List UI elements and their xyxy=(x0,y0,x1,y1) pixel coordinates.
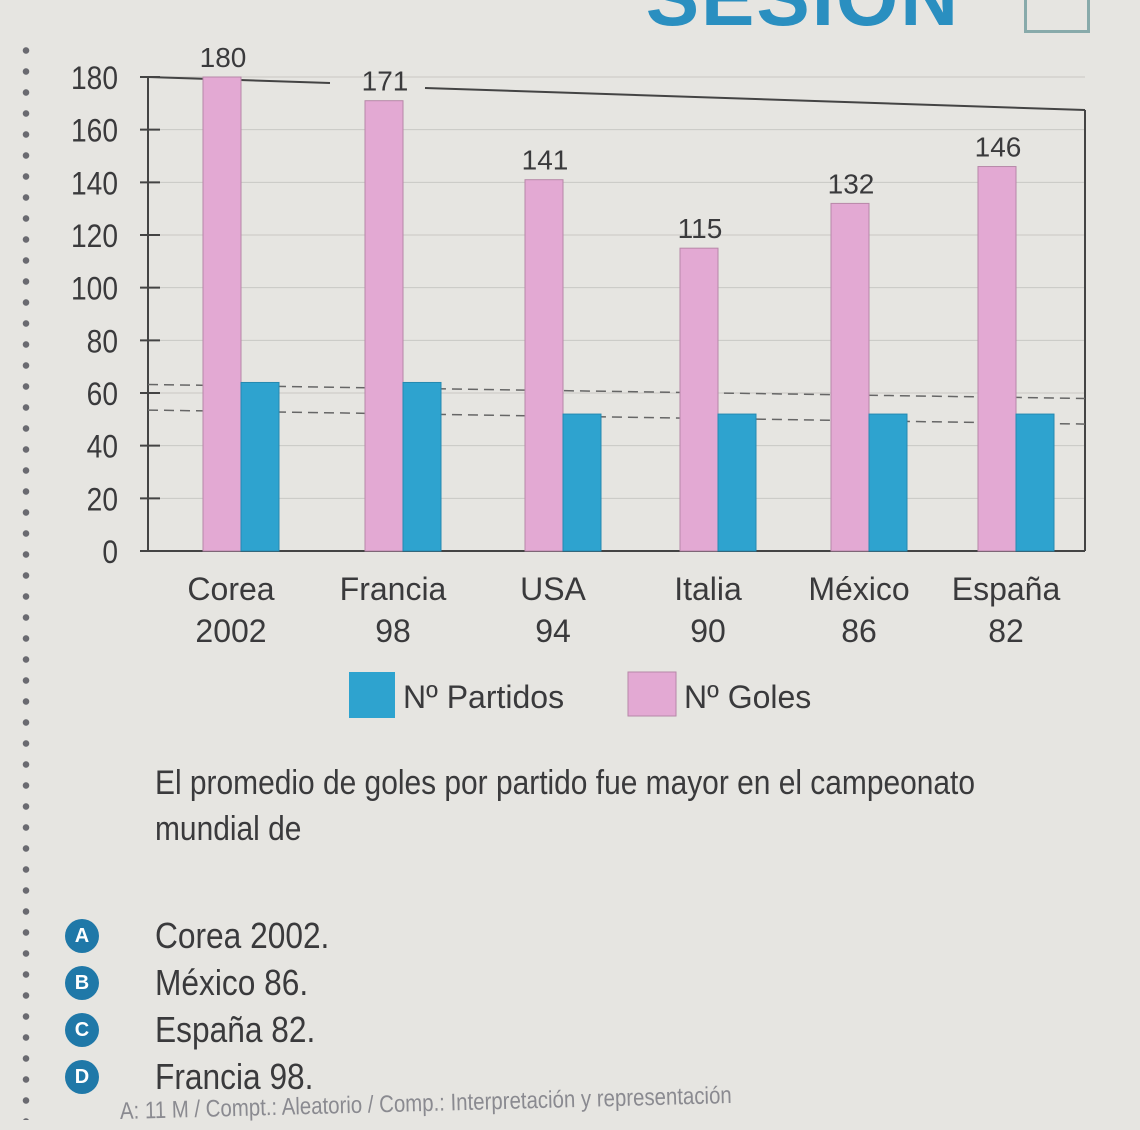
option-text: Francia 98. xyxy=(155,1056,314,1097)
x-tick-label: Francia xyxy=(340,571,447,607)
option-b[interactable]: B México 86. xyxy=(65,962,329,1004)
margin-dots xyxy=(22,40,30,1120)
frame-top xyxy=(424,87,1086,111)
option-letter: D xyxy=(65,1060,99,1094)
legend-swatch-partidos xyxy=(349,672,395,718)
bar-partidos xyxy=(717,413,757,552)
question-text: El promedio de goles por partido fue may… xyxy=(155,764,975,848)
y-tick-label: 160 xyxy=(71,114,118,149)
option-a[interactable]: A Corea 2002. xyxy=(65,915,353,957)
data-label: 115 xyxy=(678,213,723,244)
bar-partidos xyxy=(402,381,442,552)
bar-goles xyxy=(524,179,564,552)
legend-swatch-goles xyxy=(627,671,677,717)
option-c[interactable]: C España 82. xyxy=(65,1009,337,1051)
legend-label-partidos: Nº Partidos xyxy=(403,679,564,715)
x-tick-label: 98 xyxy=(375,613,411,649)
data-label: 141 xyxy=(522,145,569,176)
y-tick-label: 80 xyxy=(87,325,118,360)
y-tick-label: 40 xyxy=(87,430,118,465)
x-tick-label: 2002 xyxy=(195,613,266,649)
session-header: SESIÓN xyxy=(646,0,960,44)
bar-partidos xyxy=(562,413,602,552)
bar-partidos xyxy=(240,381,280,552)
bar-chart: 0 20 40 60 80 100 120 140 160 180 180 Corea 2002 171 F… xyxy=(71,42,1086,718)
option-d[interactable]: D Francia 98. xyxy=(65,1056,335,1098)
session-number-box xyxy=(1024,0,1090,33)
bar-goles xyxy=(202,76,242,552)
reference-line-64 xyxy=(147,383,1086,400)
data-label: 146 xyxy=(975,132,1022,163)
option-letter: A xyxy=(65,919,99,953)
x-tick-label: Italia xyxy=(674,571,742,607)
reference-line-52 xyxy=(147,409,1086,425)
option-text: España 82. xyxy=(155,1009,316,1050)
x-tick-label: España xyxy=(952,571,1061,607)
bar-goles xyxy=(977,166,1017,552)
y-tick-label: 0 xyxy=(102,535,118,570)
bar-partidos xyxy=(868,413,908,552)
option-text: México 86. xyxy=(155,962,309,1003)
y-tick-label: 100 xyxy=(71,272,118,307)
y-tick-label: 120 xyxy=(71,219,118,254)
option-text: Corea 2002. xyxy=(155,915,330,956)
x-tick-label: 86 xyxy=(841,613,877,649)
bar-goles xyxy=(830,202,870,552)
y-tick-label: 180 xyxy=(71,61,118,96)
x-tick-label: 82 xyxy=(988,613,1024,649)
bar-goles xyxy=(679,247,719,552)
data-label: 171 xyxy=(362,66,409,97)
bar-partidos xyxy=(1015,413,1055,552)
x-tick-label: USA xyxy=(520,571,586,607)
data-label: 180 xyxy=(200,42,247,73)
legend-label-goles: Nº Goles xyxy=(684,679,811,715)
bar-goles xyxy=(364,100,404,552)
x-tick-label: 94 xyxy=(535,613,571,649)
option-letter: C xyxy=(65,1013,99,1047)
y-tick-label: 20 xyxy=(87,483,118,518)
option-letter: B xyxy=(65,966,99,1000)
y-tick-label: 60 xyxy=(87,377,118,412)
x-tick-label: México xyxy=(808,571,909,607)
data-label: 132 xyxy=(828,168,875,199)
y-tick-label: 140 xyxy=(71,167,118,202)
x-tick-label: Corea xyxy=(187,571,274,607)
x-tick-label: 90 xyxy=(690,613,726,649)
